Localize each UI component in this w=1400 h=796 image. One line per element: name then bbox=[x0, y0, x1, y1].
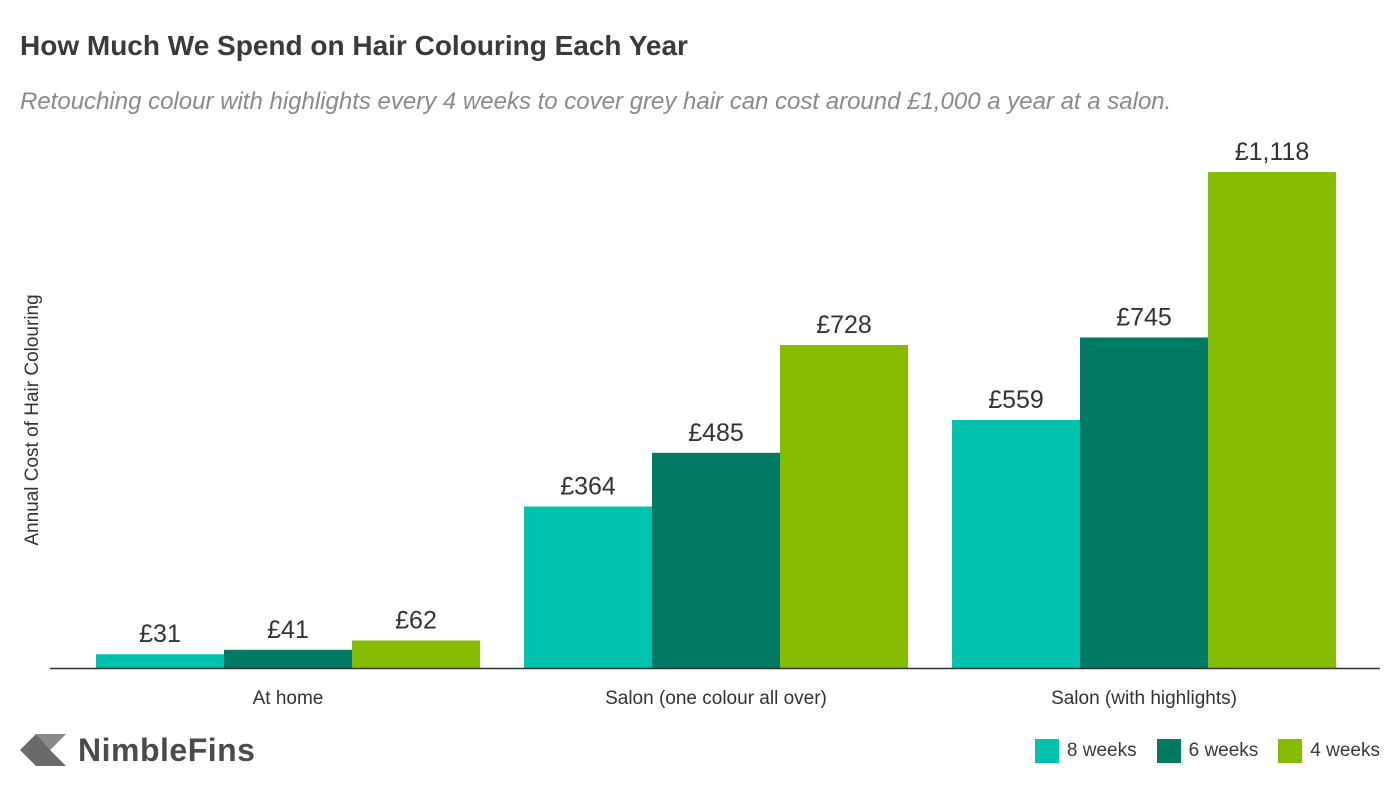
bar-2-1 bbox=[1080, 337, 1208, 668]
legend-swatch bbox=[1278, 739, 1303, 763]
legend-label: 6 weeks bbox=[1188, 740, 1259, 761]
legend-item: 8 weeks bbox=[1034, 739, 1137, 763]
bar-1-0 bbox=[524, 506, 652, 668]
bar-2-2 bbox=[1208, 172, 1336, 668]
data-label: £364 bbox=[560, 473, 616, 501]
data-label: £728 bbox=[816, 311, 872, 339]
data-label: £62 bbox=[395, 606, 437, 634]
bar-chart: Annual Cost of Hair Colouring £31 £41 £62 At… bbox=[22, 138, 1380, 709]
data-label: £745 bbox=[1116, 303, 1172, 331]
legend-label: 8 weeks bbox=[1066, 740, 1137, 761]
data-label: £559 bbox=[988, 386, 1044, 414]
chart-subtitle: Retouching colour with highlights every … bbox=[20, 88, 1172, 115]
x-tick-label: At home bbox=[253, 688, 324, 709]
y-axis-label: Annual Cost of Hair Colouring bbox=[22, 294, 43, 545]
x-tick-label: Salon (one colour all over) bbox=[605, 688, 827, 709]
legend-item: 4 weeks bbox=[1278, 739, 1380, 763]
x-tick-label: Salon (with highlights) bbox=[1051, 688, 1237, 709]
legend-item: 6 weeks bbox=[1156, 739, 1259, 763]
data-label: £31 bbox=[139, 620, 181, 648]
data-label: £41 bbox=[267, 616, 309, 644]
bar-0-1 bbox=[224, 649, 352, 668]
bar-2-0 bbox=[952, 420, 1080, 668]
bar-0-0 bbox=[96, 654, 224, 668]
data-label: £1,118 bbox=[1235, 138, 1310, 166]
legend-swatch bbox=[1034, 739, 1059, 763]
bar-1-1 bbox=[652, 452, 780, 668]
chart-title: How Much We Spend on Hair Colouring Each… bbox=[20, 30, 688, 61]
brand-name: NimbleFins bbox=[78, 731, 256, 768]
legend-swatch bbox=[1156, 739, 1181, 763]
legend-label: 4 weeks bbox=[1310, 740, 1380, 761]
chart-legend: 8 weeks 6 weeks 4 weeks bbox=[1034, 739, 1380, 763]
brand-logo: NimbleFins bbox=[20, 726, 255, 774]
arrow-chevron-icon bbox=[20, 734, 66, 766]
bar-1-2 bbox=[780, 345, 908, 668]
data-label: £485 bbox=[688, 419, 744, 447]
bar-0-2 bbox=[352, 640, 480, 668]
